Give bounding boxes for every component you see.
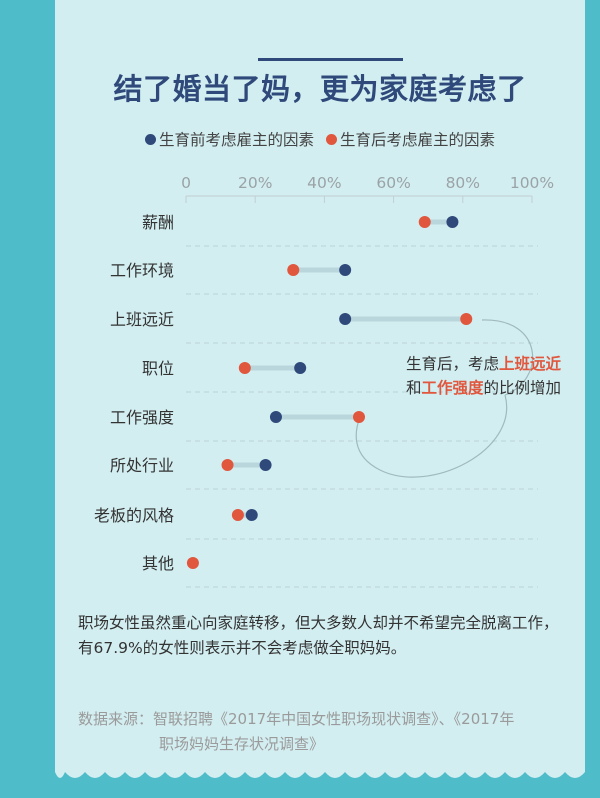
x-tick-label: 60% <box>376 174 410 192</box>
note-highlight-distance: 上班远近 <box>499 355 562 373</box>
x-tick-label: 20% <box>238 174 272 192</box>
category-label: 薪酬 <box>142 213 174 232</box>
point-before <box>339 313 352 325</box>
annotation-note: 生育后，考虑上班远近和工作强度的比例增加 <box>406 352 566 400</box>
point-before <box>245 509 258 521</box>
category-label: 上班远近 <box>110 310 174 329</box>
x-tick-label: 80% <box>446 174 480 192</box>
category-label: 工作环境 <box>110 261 174 280</box>
point-after <box>353 411 365 423</box>
note-text-post: 的比例增加 <box>483 379 562 397</box>
source-note: 数据来源：智联招聘《2017年中国女性职场现状调查》、《2017年 职场妈妈生存… <box>78 707 568 757</box>
annotation-arc <box>355 319 534 478</box>
legend-label-after: 生育后考虑雇主的因素 <box>340 131 496 149</box>
scalloped-edge <box>55 766 585 778</box>
point-before <box>294 362 307 374</box>
card-panel <box>55 0 585 772</box>
category-label: 职位 <box>142 359 174 378</box>
legend-item-after: 生育后考虑雇主的因素 <box>326 128 495 150</box>
point-before <box>269 411 282 423</box>
note-text-pre: 生育后，考虑 <box>406 355 500 373</box>
point-after <box>186 557 199 569</box>
category-label: 老板的风格 <box>94 506 174 525</box>
point-after <box>221 459 234 471</box>
legend-dot-before <box>144 133 156 145</box>
point-after <box>231 509 244 521</box>
legend-item-before: 生育前考虑雇主的因素 <box>144 128 314 150</box>
category-label: 所处行业 <box>110 456 174 475</box>
legend-dot-after <box>326 133 337 145</box>
note-text-mid: 和 <box>406 379 422 397</box>
legend-label-before: 生育前考虑雇主的因素 <box>158 131 314 149</box>
chart-legend: 生育前考虑雇主的因素 生育后考虑雇主的因素 <box>55 128 585 150</box>
page-title: 结了婚当了妈，更为家庭考虑了 <box>113 72 527 106</box>
point-before <box>259 459 272 471</box>
title-rule <box>258 58 403 61</box>
x-tick-label: 40% <box>307 174 341 192</box>
point-before <box>446 216 459 228</box>
x-tick-label: 0 <box>181 174 191 192</box>
point-after <box>418 216 431 228</box>
x-tick-label: 100% <box>510 174 554 192</box>
point-after <box>460 313 473 325</box>
point-after <box>238 362 251 374</box>
dumbbell-chart: 0 20% 40% 60% 80% 100% 薪酬工作环境上班远近职位工作强度所处行业老板的… <box>94 174 554 588</box>
category-label: 工作强度 <box>110 408 174 427</box>
point-before <box>339 264 352 276</box>
source-line-1: 数据来源：智联招聘《2017年中国女性职场现状调查》、《2017年 <box>78 710 515 728</box>
note-highlight-intensity: 工作强度 <box>421 379 484 397</box>
source-line-2: 职场妈妈生存状况调查》 <box>159 735 325 753</box>
category-label: 其他 <box>142 554 174 573</box>
scallop-path <box>55 766 585 778</box>
body-paragraph: 职场女性虽然重心向家庭转移，但大多数人却并不希望完全脱离工作，有67.9%的女性… <box>78 614 559 657</box>
point-after <box>287 264 300 276</box>
